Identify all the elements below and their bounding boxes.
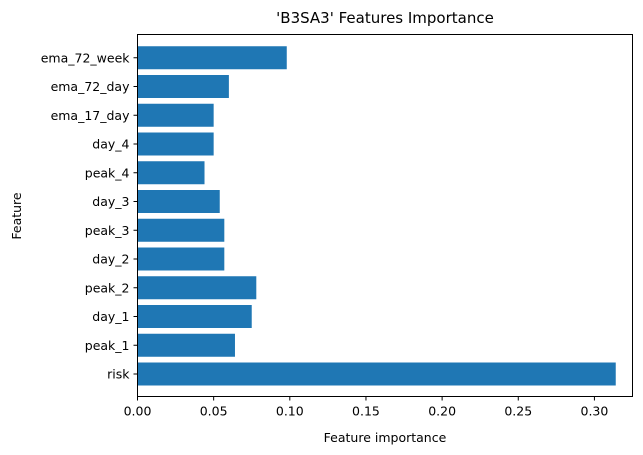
plot-frame xyxy=(137,34,633,397)
y-tick-label-peak-2: peak_2 xyxy=(85,280,130,295)
y-tick-label-ema-72-week: ema_72_week xyxy=(41,50,131,65)
x-tick-label-1: 0.05 xyxy=(200,404,228,419)
bar-day-4 xyxy=(137,132,214,156)
bar-ema-17-day xyxy=(137,103,214,127)
y-axis-label: Feature xyxy=(9,192,24,240)
bar-peak-4 xyxy=(137,161,205,185)
y-tick-label-peak-4: peak_4 xyxy=(85,165,130,180)
x-axis-label: Feature importance xyxy=(324,430,447,445)
y-tick-label-day-1: day_1 xyxy=(92,309,129,324)
bar-ema-72-day xyxy=(137,75,229,98)
y-tick-label-day-4: day_4 xyxy=(92,137,129,152)
bar-ema-72-week xyxy=(137,46,287,70)
y-tick-label-ema-72-day: ema_72_day xyxy=(51,79,131,94)
y-axis-ticks: risk peak_1 day_1 peak_2 day_2 peak_3 day_3 pea… xyxy=(41,50,138,382)
x-tick-label-2: 0.10 xyxy=(276,404,304,419)
y-tick-label-peak-3: peak_3 xyxy=(85,223,130,238)
x-tick-label-4: 0.20 xyxy=(428,404,456,419)
x-tick-label-3: 0.15 xyxy=(352,404,380,419)
y-tick-label-ema-17-day: ema_17_day xyxy=(51,108,131,123)
y-tick-label-day-2: day_2 xyxy=(92,252,129,267)
chart-title: 'B3SA3' Features Importance xyxy=(276,9,494,27)
bar-day-2 xyxy=(137,247,225,271)
bar-day-3 xyxy=(137,190,220,213)
y-tick-label-risk: risk xyxy=(107,367,130,382)
bar-risk xyxy=(137,362,616,386)
x-tick-label-5: 0.25 xyxy=(504,404,532,419)
y-tick-label-day-3: day_3 xyxy=(92,194,129,209)
bar-peak-2 xyxy=(137,276,257,300)
bar-peak-1 xyxy=(137,333,235,357)
x-tick-label-0: 0.00 xyxy=(124,404,152,419)
bars-group xyxy=(137,46,616,386)
y-tick-label-peak-1: peak_1 xyxy=(85,338,130,353)
x-axis-ticks: 0.00 0.05 0.10 0.15 0.20 0.25 0.30 xyxy=(124,396,609,419)
x-tick-label-6: 0.30 xyxy=(581,404,609,419)
bar-peak-3 xyxy=(137,218,225,242)
bar-day-1 xyxy=(137,305,252,328)
